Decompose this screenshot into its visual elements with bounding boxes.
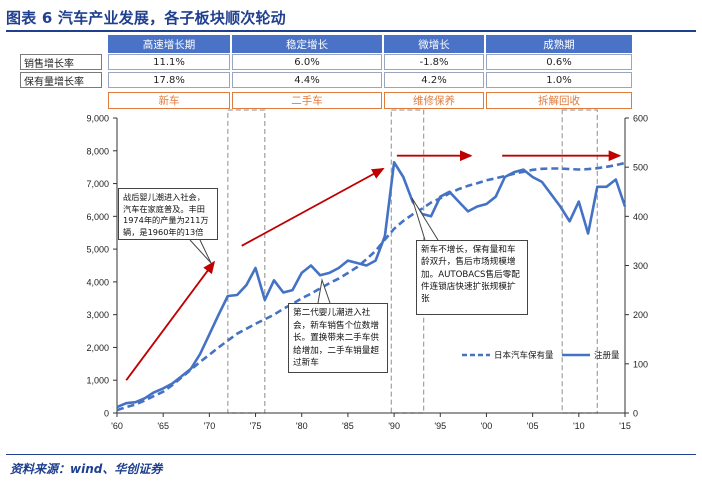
y-left-tick-label: 3,000 <box>86 310 109 320</box>
y-left-tick-label: 2,000 <box>86 343 109 353</box>
y-right-tick-label: 0 <box>633 409 638 419</box>
y-right-tick-label: 100 <box>633 359 648 369</box>
legend-label-stock: 日本汽车保有量 <box>494 351 554 361</box>
y-right-tick-label: 200 <box>633 310 648 320</box>
y-left-tick-label: 0 <box>104 409 109 419</box>
series-line-registrations <box>116 161 627 409</box>
annotation-second-boom: 第二代婴儿潮进入社会，新车销售个位数增长。置换带来二手车供给增加，二手车销量超过… <box>288 303 388 373</box>
phase-header-3: 微增长 <box>384 35 484 53</box>
callout-pointer-3 <box>411 197 439 241</box>
x-tick-label: '00 <box>481 421 493 431</box>
legend-swatch-registrations <box>562 353 590 357</box>
stock-growth-1: 17.8% <box>108 72 230 88</box>
callout-pointer-1 <box>189 239 212 264</box>
legend: 日本汽车保有量 注册量 <box>462 348 634 362</box>
figure-title: 图表 6 汽车产业发展，各子板块顺次轮动 <box>6 9 286 27</box>
period-box-1 <box>227 109 266 414</box>
sales-growth-1: 11.1% <box>108 54 230 70</box>
phase-header-1: 高速增长期 <box>108 35 230 53</box>
row-label-sales-growth: 销售增长率 <box>20 54 102 70</box>
y-right-tick-label: 300 <box>633 261 648 271</box>
y-left-tick-label: 9,000 <box>86 114 109 124</box>
x-tick-label: '90 <box>388 421 400 431</box>
y-right-tick-label: 400 <box>633 212 648 222</box>
title-rule <box>6 30 696 32</box>
row-label-stock-growth: 保有量增长率 <box>20 72 102 88</box>
source-note: 资料来源：wind、华创证券 <box>10 462 163 476</box>
phase-header-2: 稳定增长 <box>232 35 382 53</box>
series-line-stock <box>116 161 626 412</box>
y-left-tick-label: 5,000 <box>86 245 109 255</box>
sales-growth-4: 0.6% <box>486 54 632 70</box>
x-tick-label: '60 <box>111 421 123 431</box>
footer-rule <box>6 454 696 455</box>
stock-growth-4: 1.0% <box>486 72 632 88</box>
x-tick-label: '10 <box>573 421 585 431</box>
annotation-postwar: 战后婴儿潮进入社会，汽车在家庭普及。丰田1974年的产量为211万辆，是1960… <box>118 188 218 240</box>
x-tick-label: '05 <box>527 421 539 431</box>
y-left-tick-label: 4,000 <box>86 277 109 287</box>
callout-pointer-2 <box>317 278 331 304</box>
x-tick-label: '65 <box>157 421 169 431</box>
stage-maintenance: 维修保养 <box>384 92 484 109</box>
sales-growth-3: -1.8% <box>384 54 484 70</box>
sales-growth-2: 6.0% <box>232 54 382 70</box>
trend-arrow-2 <box>241 167 385 247</box>
phase-header-4: 成熟期 <box>486 35 632 53</box>
x-tick-label: '75 <box>250 421 262 431</box>
annotation-aftermarket: 新车不增长，保有量和车龄双升，售后市场规模增加。AUTOBACS售后零配件连锁店… <box>416 240 528 315</box>
y-left-tick-label: 1,000 <box>86 376 109 386</box>
stage-new-car: 新车 <box>108 92 230 109</box>
x-tick-label: '85 <box>342 421 354 431</box>
x-tick-label: '95 <box>434 421 446 431</box>
x-tick-label: '15 <box>619 421 631 431</box>
y-right-tick-label: 500 <box>633 163 648 173</box>
trend-arrow-1 <box>125 260 216 381</box>
legend-swatch-stock <box>462 353 490 357</box>
y-left-tick-label: 6,000 <box>86 212 109 222</box>
legend-label-registrations: 注册量 <box>594 351 620 361</box>
stage-recycling: 拆解回收 <box>486 92 632 109</box>
stage-used-car: 二手车 <box>232 92 382 109</box>
y-left-tick-label: 8,000 <box>86 146 109 156</box>
y-left-tick-label: 7,000 <box>86 179 109 189</box>
period-box-2 <box>390 109 425 414</box>
y-right-tick-label: 600 <box>633 114 648 124</box>
stock-growth-3: 4.2% <box>384 72 484 88</box>
stock-growth-2: 4.4% <box>232 72 382 88</box>
x-tick-label: '70 <box>203 421 215 431</box>
x-tick-label: '80 <box>296 421 308 431</box>
